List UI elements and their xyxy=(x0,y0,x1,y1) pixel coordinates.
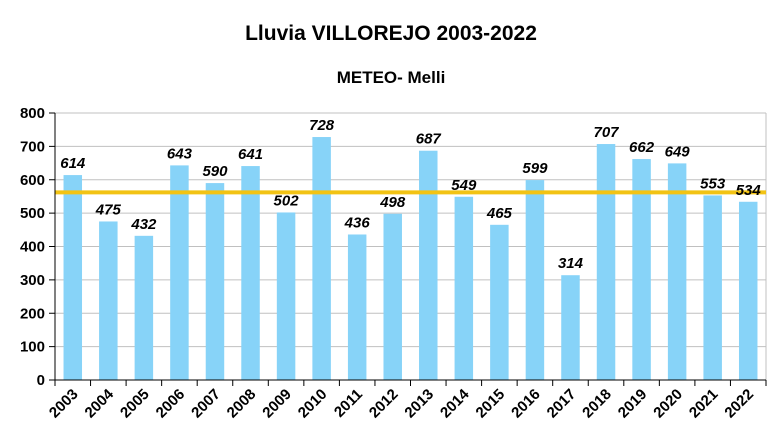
bar-2008 xyxy=(241,166,260,380)
chart-subtitle: METEO- Melli xyxy=(336,68,446,87)
data-label: 553 xyxy=(700,175,726,192)
x-tick-label: 2009 xyxy=(259,386,295,422)
data-label: 687 xyxy=(416,131,442,148)
bar-2022 xyxy=(738,201,758,380)
data-label: 432 xyxy=(130,216,157,233)
bar-2018 xyxy=(596,144,616,380)
x-tick-label: 2011 xyxy=(331,386,366,421)
bar-2007 xyxy=(205,183,225,380)
x-tick-label: 2012 xyxy=(366,386,402,422)
x-tick-label: 2015 xyxy=(473,386,509,422)
y-tick-label: 500 xyxy=(20,205,45,222)
bar-2015 xyxy=(490,224,509,380)
x-tick-label: 2019 xyxy=(615,386,651,422)
bar-2019 xyxy=(632,159,651,380)
data-label: 502 xyxy=(274,192,300,209)
x-tick-label: 2020 xyxy=(650,386,686,422)
data-label: 314 xyxy=(558,255,584,272)
x-tick-label: 2022 xyxy=(721,386,757,422)
y-tick-label: 600 xyxy=(20,172,45,189)
axes xyxy=(49,112,767,386)
data-label: 641 xyxy=(238,146,263,163)
x-tick-label: 2008 xyxy=(224,386,260,422)
bar-2012 xyxy=(383,213,402,380)
bar-2006 xyxy=(170,165,189,380)
x-tick-label: 2007 xyxy=(188,386,224,422)
x-tick-label: 2004 xyxy=(82,385,118,421)
bar-2017 xyxy=(561,275,580,380)
bar-2014 xyxy=(454,196,474,380)
bar-2021 xyxy=(703,195,722,380)
bar-2016 xyxy=(525,180,545,380)
data-label: 590 xyxy=(202,163,228,180)
y-tick-label: 300 xyxy=(20,272,45,289)
data-label: 707 xyxy=(594,124,620,141)
x-tick-label: 2005 xyxy=(117,386,153,422)
bar-2003 xyxy=(63,175,83,380)
bar-2010 xyxy=(312,137,331,380)
y-tick-label: 100 xyxy=(20,339,45,356)
x-tick-label: 2013 xyxy=(401,386,437,422)
data-label: 728 xyxy=(309,117,335,134)
bar-2013 xyxy=(419,150,438,380)
y-tick-label: 0 xyxy=(37,372,45,389)
data-label: 436 xyxy=(344,214,371,231)
x-tick-label: 2016 xyxy=(508,386,544,422)
x-tick-label: 2014 xyxy=(437,385,473,421)
x-tick-label: 2017 xyxy=(544,386,580,422)
data-label: 662 xyxy=(629,139,655,156)
gridlines xyxy=(55,112,767,381)
data-label: 649 xyxy=(665,143,691,160)
data-label: 465 xyxy=(486,205,513,222)
data-label: 475 xyxy=(95,201,122,218)
y-tick-labels: 0 100 200 300 400 500 600 700 800 xyxy=(20,105,45,389)
x-tick-label: 2021 xyxy=(686,386,722,422)
chart-title: Lluvia VILLOREJO 2003-2022 xyxy=(245,22,537,45)
data-label: 599 xyxy=(522,160,548,177)
bar-2020 xyxy=(667,163,687,380)
bar-2009 xyxy=(276,212,296,380)
y-tick-label: 800 xyxy=(20,105,45,122)
data-label: 549 xyxy=(451,177,477,194)
y-tick-label: 200 xyxy=(20,305,45,322)
data-label: 643 xyxy=(167,145,193,162)
y-tick-label: 700 xyxy=(20,138,45,155)
bars xyxy=(63,137,758,380)
x-tick-labels: 2003 2004 2005 2006 2007 2008 2009 2010 2011 2012… xyxy=(46,385,757,421)
x-tick-label: 2003 xyxy=(46,386,82,422)
data-label: 498 xyxy=(379,194,406,211)
x-tick-label: 2006 xyxy=(153,386,189,422)
data-label: 534 xyxy=(736,182,762,199)
data-label: 614 xyxy=(60,155,86,172)
y-tick-label: 400 xyxy=(20,239,45,256)
x-tick-label: 2010 xyxy=(295,386,331,422)
data-labels: 614 475 432 643 590 641 502 728 436 498 687 549 465 5… xyxy=(60,117,761,272)
bar-2011 xyxy=(347,234,367,380)
x-tick-label: 2018 xyxy=(579,386,615,422)
bar-2004 xyxy=(99,221,118,380)
bar-2005 xyxy=(134,235,154,380)
